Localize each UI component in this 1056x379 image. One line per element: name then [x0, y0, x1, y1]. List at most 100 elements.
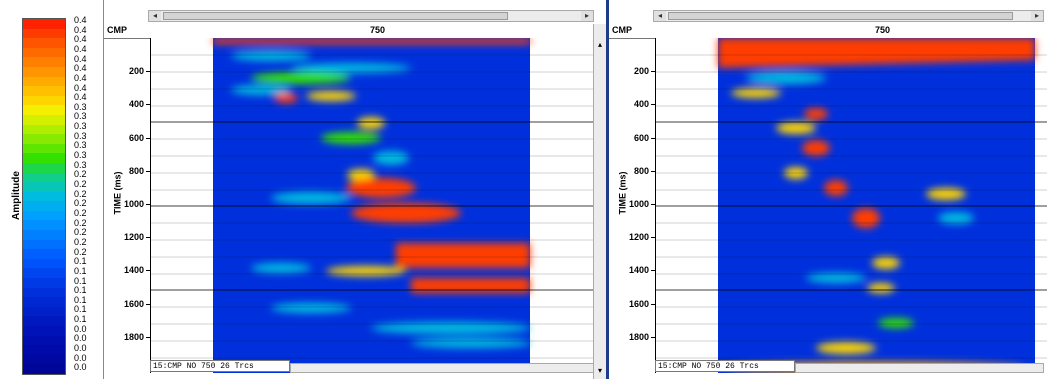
time-tick-label: 1000	[123, 199, 144, 209]
time-tick-label: 800	[128, 165, 144, 176]
colorbar-tick-label: 0.2	[74, 236, 87, 247]
colorbar-strip	[22, 18, 66, 375]
colorbar-segment	[23, 114, 65, 126]
colorbar-segment	[23, 57, 65, 68]
cmp-value: 750	[875, 25, 891, 35]
velocity-panel-left: ◂ ▸ CMP 750 TIME (ms) 200 400 600 800 1000 12…	[103, 0, 606, 379]
arrow-right-icon[interactable]: ▸	[1031, 11, 1043, 21]
time-tick-mark	[651, 303, 655, 305]
horizontal-scrollbar[interactable]: ◂ ▸	[148, 10, 594, 22]
colorbar-segment	[23, 191, 65, 202]
cmp-header: CMP 750	[104, 24, 594, 39]
cmp-label: CMP	[612, 25, 632, 35]
colorbar-segment	[23, 134, 65, 145]
colorbar-segment	[23, 258, 65, 269]
colorbar-segment	[23, 345, 65, 356]
colorbar-segment	[23, 105, 65, 116]
time-axis-title: TIME (ms)	[112, 171, 123, 215]
colorbar-tick-label: 0.1	[74, 294, 87, 305]
semblance-image-right	[656, 38, 1047, 374]
arrow-down-icon[interactable]: ▾	[597, 366, 602, 375]
colorbar-tick-label: 0.1	[74, 304, 87, 315]
colorbar-tick-label: 0.4	[74, 24, 87, 35]
colorbar-tick-label: 0.1	[74, 285, 87, 296]
colorbar-segment	[23, 182, 65, 193]
colorbar-tick-label: 0.2	[74, 188, 87, 199]
colorbar-segment	[23, 201, 65, 212]
colorbar-tick-label: 0.4	[74, 43, 87, 54]
colorbar-segment	[23, 124, 65, 135]
colorbar-tick-label: 0.0	[74, 362, 87, 373]
time-tick-mark	[651, 137, 655, 139]
colorbar-tick-label: 0.0	[74, 333, 87, 344]
colorbar-segment	[23, 287, 65, 298]
time-tick-label: 1600	[628, 298, 649, 309]
arrow-right-icon[interactable]: ▸	[581, 11, 593, 21]
time-tick-label: 1800	[123, 331, 144, 342]
colorbar-segment	[23, 76, 65, 87]
bottom-scrollbar[interactable]	[795, 363, 1044, 373]
time-tick-label: 600	[128, 132, 144, 143]
colorbar-segment	[23, 335, 65, 346]
colorbar-segment	[23, 172, 65, 183]
colorbar-tick-label: 0.3	[74, 101, 87, 112]
semblance-plot-left[interactable]	[150, 38, 594, 373]
status-bar: 15:CMP NO 750 26 Trcs	[150, 360, 290, 372]
time-tick-mark	[146, 170, 150, 172]
colorbar-segment	[23, 28, 65, 39]
colorbar-segment	[23, 230, 65, 241]
colorbar-tick-label: 0.2	[74, 169, 87, 180]
time-tick-label: 1000	[628, 199, 649, 209]
cmp-label: CMP	[107, 25, 127, 35]
time-tick-mark	[146, 270, 150, 272]
time-tick-mark	[651, 270, 655, 272]
time-tick-mark	[146, 237, 150, 239]
colorbar-segment	[23, 306, 65, 317]
arrow-up-icon[interactable]: ▴	[597, 40, 602, 49]
time-tick-mark	[146, 303, 150, 305]
time-tick-mark	[146, 204, 150, 205]
colorbar-tick-label: 0.0	[74, 343, 87, 354]
colorbar-tick-label: 0.3	[74, 130, 87, 141]
status-bar: 15:CMP NO 750 26 Trcs	[655, 360, 795, 372]
time-axis: TIME (ms) 200 400 600 800 1000 1200 1400 1600 18…	[609, 38, 655, 373]
colorbar-tick-label: 0.4	[74, 82, 87, 93]
time-tick-mark	[651, 336, 655, 338]
bottom-scrollbar[interactable]	[290, 363, 594, 373]
time-tick-label: 1200	[123, 232, 144, 243]
arrow-left-icon[interactable]: ◂	[149, 11, 161, 21]
scroll-thumb[interactable]	[163, 12, 508, 20]
colorbar-tick-label: 0.2	[74, 179, 87, 190]
colorbar-tick-label: 0.4	[74, 72, 87, 83]
horizontal-scrollbar[interactable]: ◂ ▸	[653, 10, 1044, 22]
time-tick-label: 1800	[628, 331, 649, 342]
colorbar-tick-label: 0.3	[74, 159, 87, 170]
colorbar-tick-label: 0.1	[74, 314, 87, 325]
velocity-panel-right: ◂ ▸ CMP 750 TIME (ms) 200 400 600 800 1000 12…	[606, 0, 1056, 379]
time-tick-label: 1200	[628, 232, 649, 243]
time-tick-mark	[651, 104, 655, 106]
colorbar-segment	[23, 297, 65, 308]
colorbar-tick-label: 0.3	[74, 140, 87, 151]
colorbar-segment	[23, 95, 65, 106]
colorbar-tick-label: 0.1	[74, 256, 87, 267]
colorbar-segment	[23, 316, 65, 327]
time-tick-label: 400	[128, 99, 144, 110]
colorbar-tick-label: 0.2	[74, 207, 87, 218]
colorbar-segment	[23, 86, 65, 97]
time-tick-label: 200	[128, 66, 144, 77]
arrow-left-icon[interactable]: ◂	[654, 11, 666, 21]
colorbar-segment	[23, 47, 65, 58]
colorbar-segment	[23, 19, 65, 30]
semblance-plot-right[interactable]	[655, 38, 1047, 374]
colorbar-tick-label: 0.1	[74, 275, 87, 286]
colorbar-segment	[23, 153, 65, 164]
colorbar-tick-label: 0.0	[74, 323, 87, 334]
colorbar-tick-label: 0.3	[74, 111, 87, 122]
colorbar-segment	[23, 278, 65, 289]
cmp-value: 750	[370, 25, 386, 35]
time-tick-label: 1600	[123, 298, 144, 309]
scroll-thumb[interactable]	[668, 12, 1013, 20]
time-tick-mark	[146, 137, 150, 139]
vertical-scrollbar[interactable]: ▴ ▾	[593, 24, 606, 379]
